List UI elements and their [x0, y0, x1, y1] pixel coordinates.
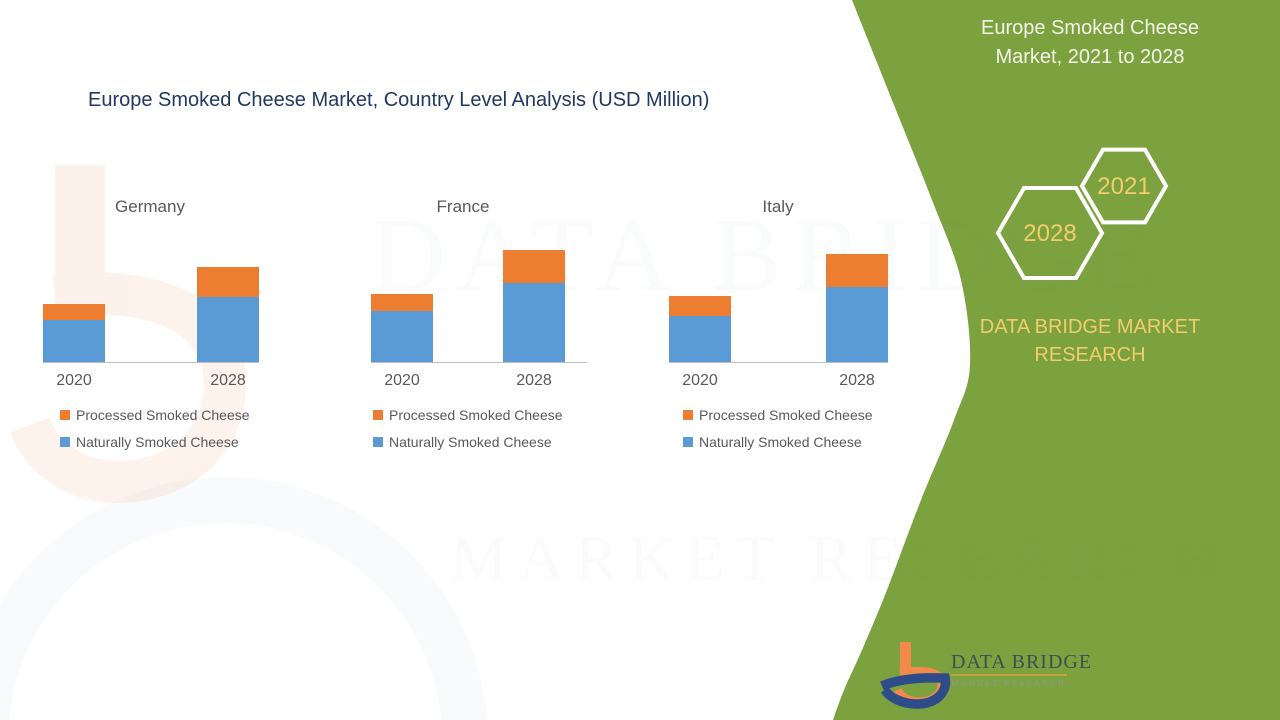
- svg-text:2028: 2028: [1023, 220, 1076, 247]
- svg-text:2021: 2021: [1097, 173, 1150, 200]
- svg-text:MARKET RESEARCH: MARKET RESEARCH: [951, 678, 1066, 688]
- svg-text:MARKET RESEARCH: MARKET RESEARCH: [450, 523, 1229, 595]
- svg-text:DATA BRIDGE: DATA BRIDGE: [951, 651, 1092, 673]
